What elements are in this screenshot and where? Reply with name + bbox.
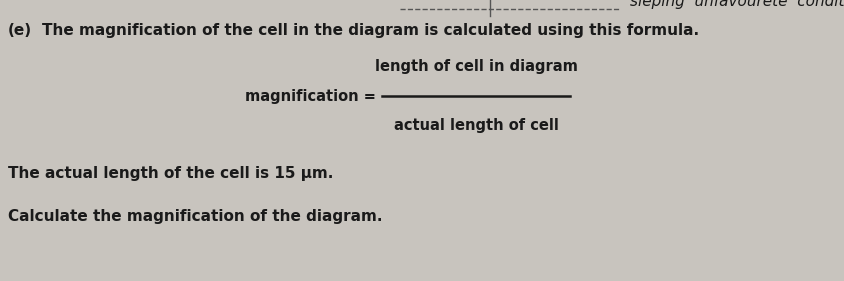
Text: (e): (e) [8,23,32,38]
Text: sleping  unfavourete  conditions: sleping unfavourete conditions [630,0,844,9]
Text: magnification =: magnification = [245,89,376,103]
Text: length of cell in diagram: length of cell in diagram [375,59,577,74]
Text: Calculate the magnification of the diagram.: Calculate the magnification of the diagr… [8,209,382,224]
Text: The magnification of the cell in the diagram is calculated using this formula.: The magnification of the cell in the dia… [42,23,699,38]
Text: actual length of cell: actual length of cell [393,118,559,133]
Text: The actual length of the cell is 15 μm.: The actual length of the cell is 15 μm. [8,166,333,181]
